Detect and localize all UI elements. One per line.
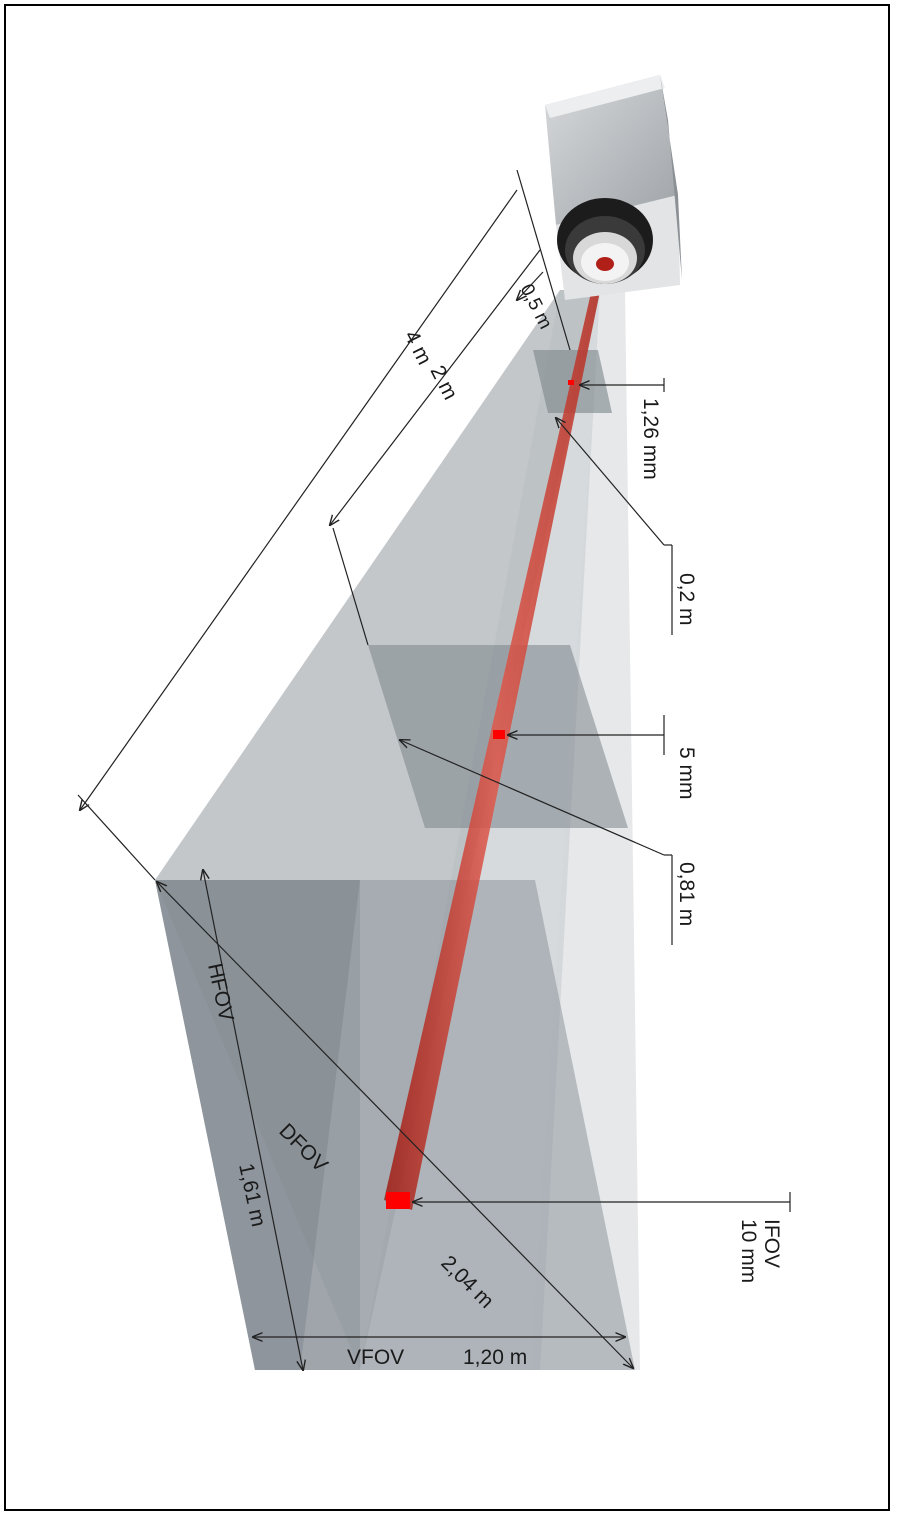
fov-dimensions <box>157 870 633 1370</box>
hfov-arrow <box>203 870 303 1370</box>
label-width-081m: 0,81 m <box>675 862 698 926</box>
ifov-spot-far <box>386 1192 410 1209</box>
dimension-2m-arrow <box>330 249 541 525</box>
label-spot-5mm: 5 mm <box>675 747 698 800</box>
ifov-spot-near <box>568 380 574 385</box>
label-vfov-value: 1,20 m <box>463 1346 527 1369</box>
label-ifov-title: IFOV <box>760 1219 783 1268</box>
near-callouts <box>556 378 673 635</box>
label-ifov-value: 10 mm <box>737 1219 760 1283</box>
label-4m: 4 m <box>400 327 436 369</box>
ifov-spot-mid <box>493 730 505 739</box>
label-spot-126mm: 1,26 mm <box>639 398 662 480</box>
label-2m: 2 m <box>426 362 462 404</box>
distance-dimensions <box>77 169 571 881</box>
dimension-4m-arrow <box>80 189 518 810</box>
dimension-05m-arrow <box>517 271 544 300</box>
label-vfov: VFOV <box>347 1346 404 1369</box>
mid-callouts <box>400 715 673 945</box>
label-width-02m: 0,2 m <box>675 573 698 626</box>
camera-icon <box>545 75 682 300</box>
